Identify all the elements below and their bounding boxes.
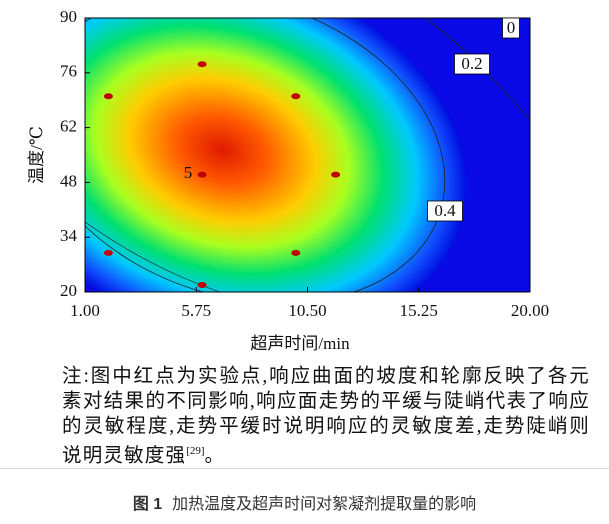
- y-axis-title: 温度/℃: [27, 126, 46, 184]
- caption-label: 图 1: [132, 496, 163, 513]
- note-end: 。: [204, 445, 226, 467]
- experiment-point: [103, 249, 113, 256]
- x-tick-label: 20.00: [511, 301, 549, 320]
- surface-gradient: [85, 18, 467, 292]
- y-tick-label: 20: [60, 281, 77, 300]
- x-tick-label: 1.00: [70, 301, 100, 320]
- note: 注:图中红点为实验点,响应曲面的坡度和轮廓反映了各元素对结果的不同影响,响应面走…: [62, 364, 590, 469]
- note-text: 注:图中红点为实验点,响应曲面的坡度和轮廓反映了各元素对结果的不同影响,响应面走…: [62, 366, 590, 467]
- contour-label-box: [454, 53, 490, 75]
- experiment-point: [197, 171, 207, 178]
- y-tick-label: 76: [60, 62, 77, 81]
- caption: 图 1 加热温度及超声时间对絮凝剂提取量的影响: [0, 490, 609, 514]
- contour-label: 0.2: [461, 54, 482, 73]
- y-tick-label: 34: [60, 226, 78, 245]
- experiment-point: [291, 93, 301, 100]
- note-ref: [29]: [186, 445, 205, 457]
- contour-label-box: [427, 200, 463, 222]
- contour-label: 0.4: [434, 201, 456, 220]
- y-tick-label: 48: [60, 171, 77, 190]
- chart: 超声时间/min 温度/℃ 1.00 5.75 10.50 15.25 20.00 20 3…: [27, 7, 549, 353]
- experiment-point: [291, 249, 301, 256]
- experiment-point: [103, 93, 113, 100]
- contour-label: 5: [184, 163, 193, 182]
- contour-label: 0: [507, 18, 516, 37]
- x-tick-label: 15.25: [400, 301, 438, 320]
- contour-label-box: [502, 17, 520, 39]
- x-tick-label: 10.50: [288, 301, 326, 320]
- caption-text: 加热温度及超声时间对絮凝剂提取量的影响: [172, 496, 477, 513]
- y-tick-label: 90: [60, 7, 77, 26]
- separator: [0, 468, 609, 469]
- experiment-point: [331, 171, 341, 178]
- x-tick-label: 5.75: [181, 301, 211, 320]
- y-tick-label: 62: [60, 117, 77, 136]
- experiment-point: [197, 281, 207, 288]
- x-axis-title: 超声时间/min: [250, 334, 350, 353]
- experiment-point: [197, 61, 207, 68]
